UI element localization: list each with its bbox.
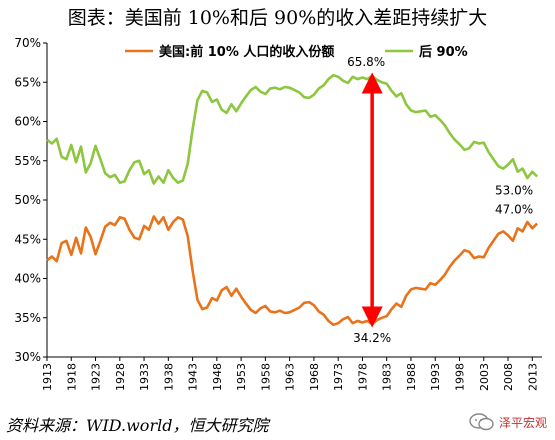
annotation-label: 34.2% bbox=[353, 331, 391, 345]
legend-label: 后 90% bbox=[419, 44, 468, 60]
x-tick-label: 1978 bbox=[356, 363, 369, 391]
x-tick-label: 1963 bbox=[284, 363, 297, 391]
y-tick-label: 50% bbox=[14, 193, 41, 207]
annotation-label: 53.0% bbox=[495, 183, 533, 197]
x-tick-label: 1938 bbox=[162, 363, 175, 391]
y-tick-label: 65% bbox=[14, 75, 41, 89]
x-tick-label: 1923 bbox=[90, 363, 103, 391]
annotation-label: 65.8% bbox=[347, 55, 385, 69]
x-tick-label: 1973 bbox=[332, 363, 345, 391]
x-tick-label: 1933 bbox=[138, 363, 151, 391]
data-annotations: 65.8% 34.2% 47.0% 53.0% bbox=[347, 55, 533, 345]
legend: 美国:前 10% 人口的收入份额 后 90% bbox=[125, 44, 468, 60]
x-axis-ticks: 1913 1918 1923 1928 1933 1938 1943 1948 1953 1958… bbox=[41, 357, 539, 391]
annotation-label: 47.0% bbox=[495, 203, 533, 217]
line-chart: 30% 35% 40% 45% 50% 55% 60% 65% 70% 1913 1918 1923… bbox=[14, 36, 542, 391]
source-note: 资料来源：WID.world，恒大研究院 bbox=[6, 416, 269, 435]
y-axis-ticks: 30% 35% 40% 45% 50% 55% 60% 65% 70% bbox=[14, 36, 47, 364]
y-tick-label: 45% bbox=[14, 232, 41, 246]
x-tick-label: 1953 bbox=[235, 363, 248, 391]
x-tick-label: 1928 bbox=[114, 363, 127, 391]
y-tick-label: 40% bbox=[14, 272, 41, 286]
x-tick-label: 1998 bbox=[454, 363, 467, 391]
y-tick-label: 60% bbox=[14, 115, 41, 129]
series-line-bottom90 bbox=[46, 73, 539, 185]
x-tick-label: 1988 bbox=[405, 363, 418, 391]
watermark-text: 泽平宏观 bbox=[498, 415, 547, 430]
x-tick-label: 1993 bbox=[429, 363, 442, 391]
series-line-top10 bbox=[46, 215, 539, 327]
chart-title: 图表：美国前 10%和后 90%的收入差距持续扩大 bbox=[67, 7, 488, 29]
x-tick-label: 2013 bbox=[526, 363, 539, 391]
x-tick-label: 1948 bbox=[211, 363, 224, 391]
y-tick-label: 55% bbox=[14, 154, 41, 168]
y-tick-label: 30% bbox=[14, 350, 41, 364]
x-tick-label: 1918 bbox=[65, 363, 78, 391]
x-tick-label: 1913 bbox=[41, 363, 54, 391]
x-tick-label: 1958 bbox=[259, 363, 272, 391]
legend-label: 美国:前 10% 人口的收入份额 bbox=[159, 44, 334, 60]
x-tick-label: 2008 bbox=[502, 363, 515, 391]
x-tick-label: 1968 bbox=[308, 363, 321, 391]
y-tick-label: 35% bbox=[14, 311, 41, 325]
x-tick-label: 1983 bbox=[381, 363, 394, 391]
watermark: 泽平宏观 bbox=[469, 410, 547, 434]
y-tick-label: 70% bbox=[14, 36, 41, 50]
series-lines bbox=[46, 73, 539, 327]
chat-bubbles-icon bbox=[469, 413, 494, 431]
x-tick-label: 1943 bbox=[187, 363, 200, 391]
x-tick-label: 2003 bbox=[478, 363, 491, 391]
